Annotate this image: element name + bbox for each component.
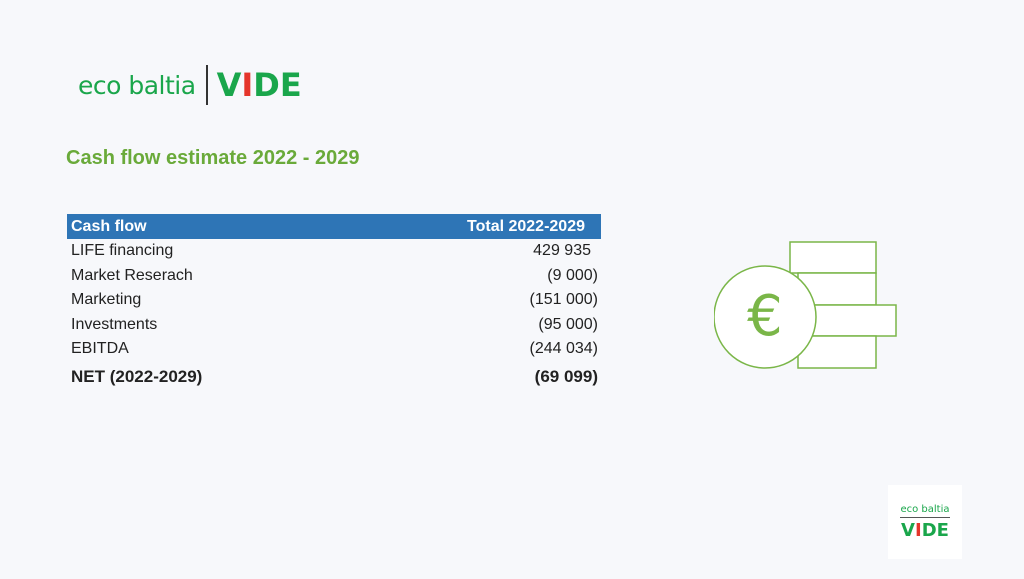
row-value: (244 034) [529, 340, 599, 358]
logo-divider [205, 65, 208, 105]
row-label: Market Reserach [71, 266, 193, 284]
net-label: NET (2022-2029) [71, 366, 203, 386]
net-value: (69 099) [534, 366, 598, 386]
brand-logo: eco baltia VIDE [78, 62, 302, 108]
euro-coins-icon: € [714, 241, 897, 369]
logo-vide-d: D [253, 66, 280, 104]
logo-vide-e: E [279, 66, 302, 104]
table-row: LIFE financing 429 935 [67, 239, 601, 264]
corner-vide-v: V [901, 519, 915, 541]
table-row: Market Reserach (9 000) [67, 264, 601, 289]
logo-vide-v: V [216, 66, 242, 104]
corner-vide-e: E [936, 519, 949, 541]
table-row: Marketing (151 000) [67, 288, 601, 313]
logo-eco-text: eco baltia [78, 70, 196, 100]
logo-vide-text: VIDE [217, 66, 302, 104]
header-total: Total 2022-2029 [467, 217, 585, 235]
cash-flow-table: Cash flow Total 2022-2029 LIFE financing… [67, 214, 601, 392]
page-title: Cash flow estimate 2022 - 2029 [66, 147, 360, 169]
logo-vide-i: I [241, 66, 254, 104]
row-label: Marketing [71, 291, 142, 309]
corner-vide-d: D [921, 519, 937, 541]
euro-symbol: € [747, 284, 783, 349]
table-row: EBITDA (244 034) [67, 337, 601, 362]
row-value: (151 000) [529, 291, 599, 309]
table-header: Cash flow Total 2022-2029 [67, 214, 601, 239]
corner-logo-eco: eco baltia [900, 503, 950, 515]
row-label: Investments [71, 315, 158, 333]
row-label: EBITDA [71, 340, 129, 358]
corner-logo: eco baltia VIDE [888, 485, 962, 559]
table-row: Investments (95 000) [67, 313, 601, 338]
corner-logo-divider [900, 516, 950, 518]
row-value: (9 000) [547, 266, 598, 284]
row-value: 429 935 [533, 242, 591, 260]
row-label: LIFE financing [71, 242, 174, 260]
header-cash-flow: Cash flow [71, 217, 147, 235]
corner-logo-vide: VIDE [901, 520, 949, 541]
row-value: (95 000) [538, 315, 598, 333]
net-row: NET (2022-2029) (69 099) [67, 362, 601, 392]
corner-vide-i: I [914, 519, 922, 541]
